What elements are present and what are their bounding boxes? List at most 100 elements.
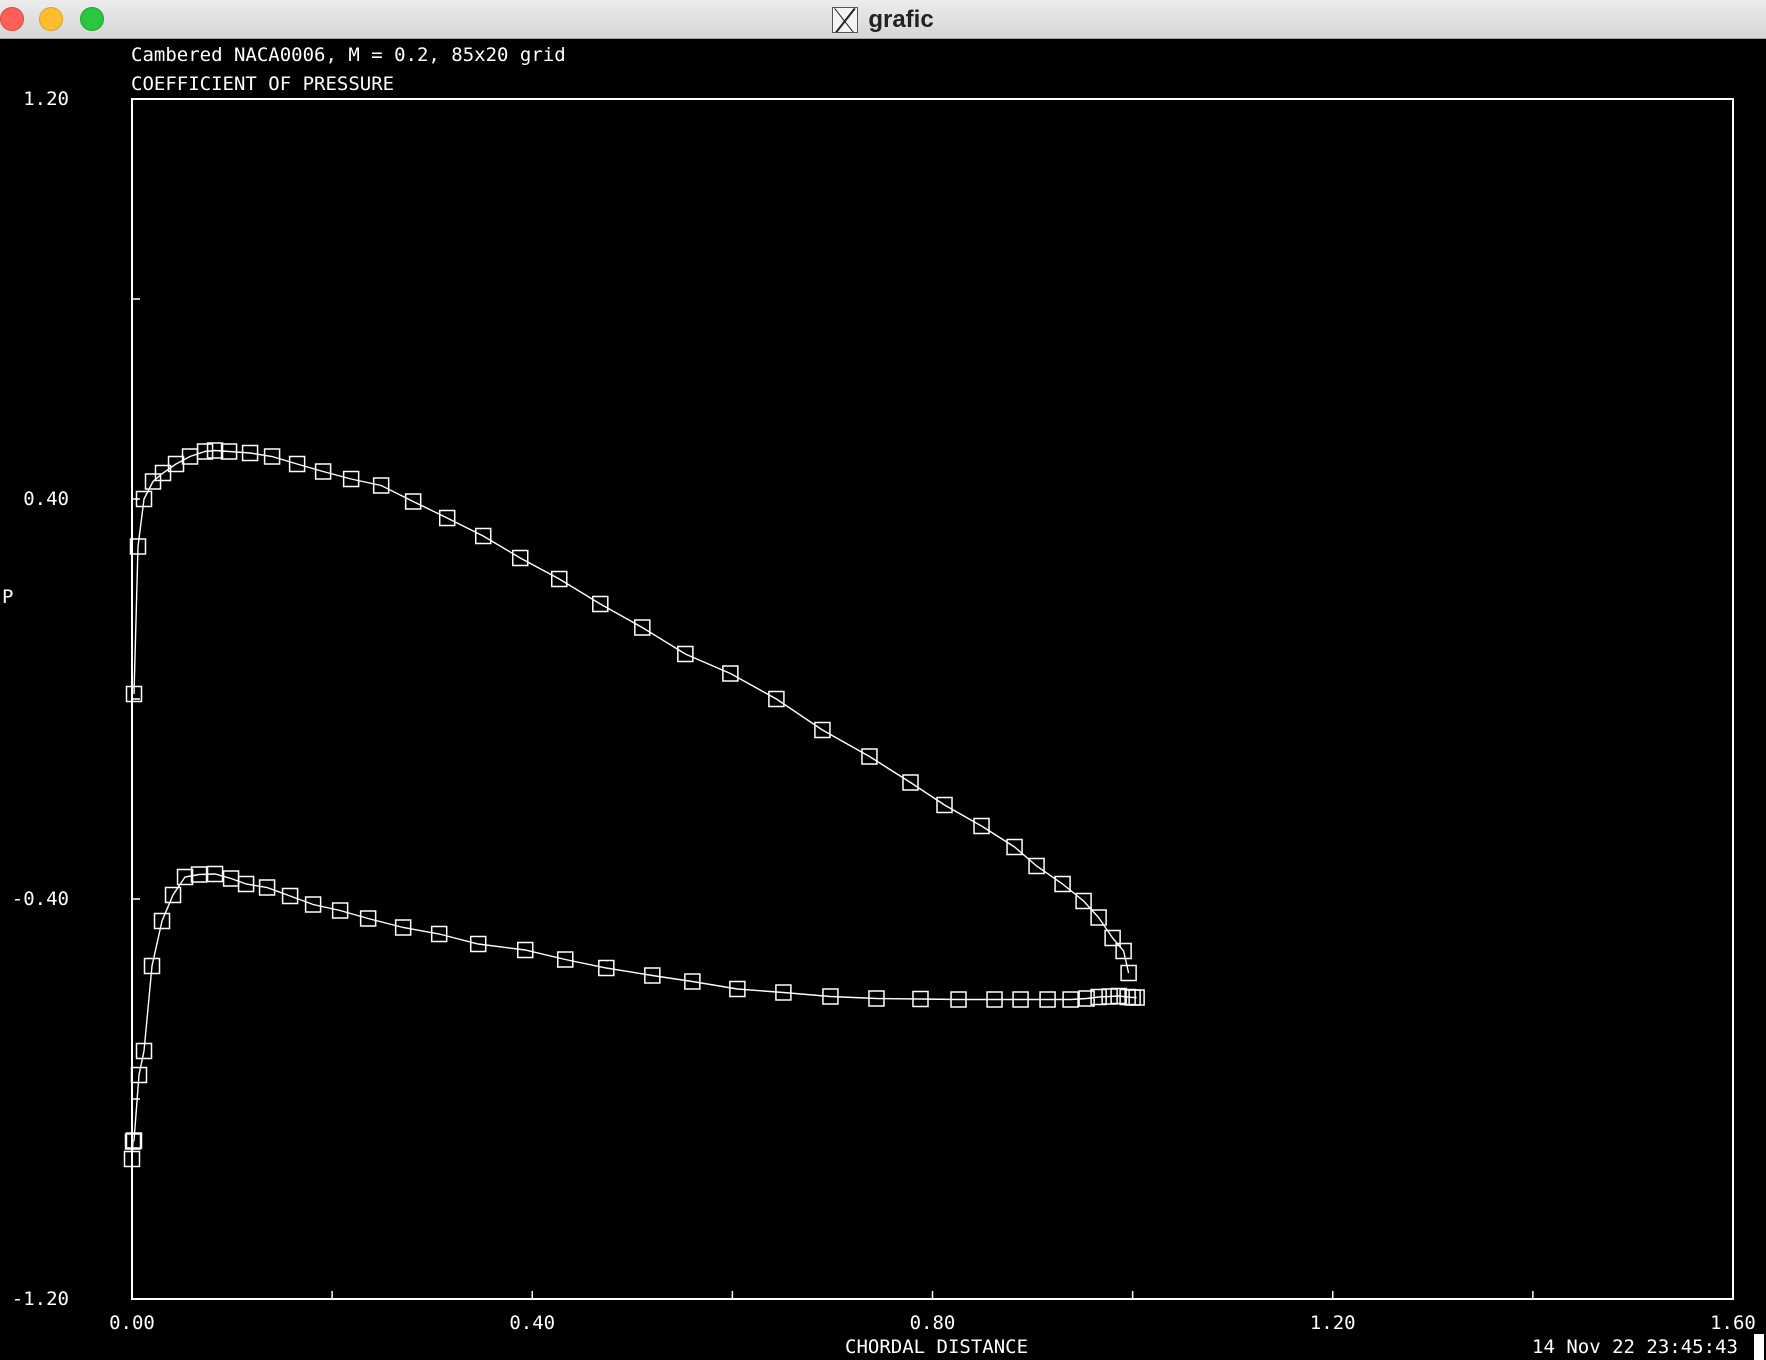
data-point	[206, 865, 224, 883]
data-point	[677, 645, 694, 663]
data-point	[331, 902, 349, 919]
data-point	[196, 443, 214, 460]
data-point	[206, 442, 224, 459]
data-point	[129, 538, 147, 555]
data-point	[1006, 838, 1023, 856]
data-point	[404, 493, 422, 510]
data-point	[1012, 991, 1029, 1008]
data-point	[1062, 991, 1079, 1008]
x-tick-label: 0.00	[109, 1312, 155, 1334]
data-point	[469, 935, 487, 953]
data-point	[176, 868, 194, 886]
data-point	[822, 988, 839, 1005]
data-point	[1090, 988, 1107, 1006]
data-point	[154, 464, 172, 482]
x11-icon	[832, 6, 859, 33]
data-point	[304, 896, 322, 913]
data-point	[1054, 875, 1071, 893]
x-axis-label: CHORDAL DISTANCE	[845, 1336, 1029, 1358]
window-titlebar[interactable]: grafic	[0, 0, 1766, 39]
data-point	[986, 991, 1003, 1008]
data-point	[516, 941, 534, 959]
data-point	[1115, 942, 1132, 960]
data-point	[814, 721, 831, 739]
data-point	[123, 1150, 141, 1168]
data-point	[1090, 909, 1107, 926]
data-point	[592, 595, 609, 613]
data-point	[190, 866, 208, 883]
pressure-chart: 0.00 0.40 0.80 1.20 1.60 1.20 0.40 -0.40 -1.20	[12, 88, 1756, 1334]
data-point	[394, 919, 412, 936]
data-point	[135, 490, 153, 508]
data-point	[124, 1133, 142, 1150]
data-point	[143, 957, 161, 975]
data-point	[551, 570, 568, 588]
y-tick-label: -0.40	[12, 888, 69, 910]
data-point	[125, 685, 143, 703]
y-tick-label: -1.20	[12, 1288, 69, 1310]
data-point	[1101, 988, 1118, 1005]
minimize-button[interactable]	[39, 7, 63, 31]
data-point	[359, 910, 377, 927]
text-cursor	[1754, 1334, 1764, 1360]
data-point	[644, 967, 661, 984]
data-point	[973, 817, 990, 835]
data-point	[144, 473, 162, 490]
data-point	[153, 912, 171, 930]
data-point	[288, 455, 306, 473]
data-point	[1128, 989, 1145, 1006]
x-tick-label: 1.20	[1310, 1312, 1356, 1334]
x-tick-label: 1.60	[1710, 1312, 1756, 1334]
data-point	[164, 886, 182, 904]
data-point	[220, 443, 238, 460]
y-axis-label: P	[2, 586, 14, 608]
data-point	[237, 875, 255, 893]
data-point	[314, 463, 332, 480]
data-point	[1078, 990, 1095, 1007]
data-point	[511, 549, 529, 567]
data-point	[729, 980, 746, 998]
data-point	[125, 1132, 143, 1149]
data-point	[936, 796, 953, 814]
data-point	[912, 990, 929, 1008]
data-point	[438, 509, 456, 527]
data-point	[1028, 857, 1045, 875]
data-point	[684, 973, 701, 990]
data-point	[768, 690, 785, 708]
data-point	[1110, 987, 1127, 1005]
zoom-button[interactable]	[80, 7, 104, 31]
data-point	[868, 990, 885, 1007]
data-point	[135, 1042, 153, 1060]
x-tick-label: 0.80	[910, 1312, 956, 1334]
close-button[interactable]	[0, 7, 24, 31]
data-point	[130, 1066, 148, 1084]
data-point	[950, 991, 967, 1008]
data-point	[258, 879, 276, 896]
data-point	[430, 925, 448, 943]
series-line	[131, 873, 1137, 1160]
y-tick-label: 1.20	[23, 88, 69, 110]
data-point	[634, 619, 651, 636]
window-title: grafic	[868, 5, 934, 33]
data-point	[1120, 964, 1137, 982]
data-point	[598, 959, 615, 977]
data-point	[557, 951, 574, 968]
data-point	[263, 448, 281, 465]
data-point	[861, 748, 878, 765]
timestamp: 14 Nov 22 23:45:43	[1532, 1336, 1738, 1358]
data-point	[372, 477, 390, 494]
data-point	[1104, 929, 1121, 947]
data-point	[281, 887, 299, 905]
data-point	[775, 984, 792, 1001]
chart-title: COEFFICIENT OF PRESSURE	[131, 73, 395, 95]
data-point	[241, 444, 259, 462]
data-point	[1075, 892, 1092, 910]
data-point	[722, 665, 739, 682]
plot-frame	[131, 98, 1734, 1300]
data-point	[902, 774, 919, 791]
x-tick-label: 0.40	[509, 1312, 555, 1334]
data-point	[474, 527, 492, 545]
data-point	[1039, 991, 1056, 1008]
chart-subtitle: Cambered NACA0006, M = 0.2, 85x20 grid	[131, 44, 566, 66]
data-point	[342, 470, 360, 488]
